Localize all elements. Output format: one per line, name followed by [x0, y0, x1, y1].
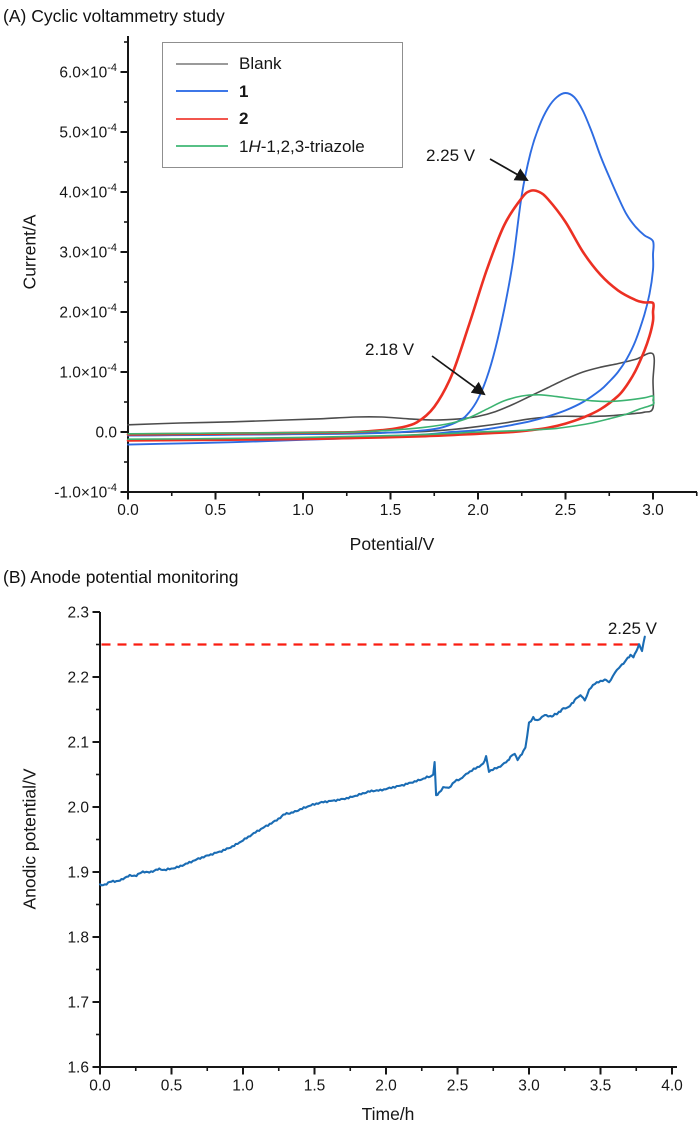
cv-x-axis-title: Potential/V — [349, 534, 435, 554]
anode-y-axis-title: Anodic potential/V — [19, 768, 40, 910]
legend-item-1: 1 — [176, 83, 394, 100]
anode-y-tick-label: 1.6 — [67, 1060, 89, 1077]
cv-annotation-1: 2.18 V — [365, 340, 486, 396]
cv-y-tick-label: 2.0×10-4 — [59, 302, 117, 322]
cv-x-tick-label: 1.0 — [292, 502, 314, 519]
cv-series-blank — [127, 352, 656, 437]
legend-item-blank: Blank — [176, 55, 394, 72]
cv-x-tick-label: 1.5 — [380, 502, 402, 519]
anode-x-tick-label: 1.0 — [232, 1078, 254, 1095]
legend-item-2: 2 — [176, 110, 394, 127]
legend-line-sample-triazole — [176, 145, 228, 148]
cv-x-tick-label: 0.5 — [205, 502, 227, 519]
cv-y-tick-label: 0.0 — [95, 425, 117, 442]
anode-potential-curve — [98, 635, 646, 887]
anode-x-tick-label: 2.0 — [375, 1078, 397, 1095]
cv-y-tick-label: 4.0×10-4 — [59, 182, 117, 202]
legend-item-triazole: 1H-1,2,3-triazole — [176, 138, 394, 155]
legend-line-sample-blank — [176, 62, 228, 65]
legend-line-sample-1 — [176, 90, 228, 93]
legend-label-1: 1 — [239, 81, 249, 101]
cv-y-tick-label: 1.0×10-4 — [59, 362, 117, 382]
cv-x-tick-label: 2.5 — [555, 502, 577, 519]
cv-y-tick-label: 3.0×10-4 — [59, 242, 117, 262]
anode-x-axis-ticks: 0.0 0.5 1.0 1.5 2.0 2.5 3.0 3.5 4.0 — [89, 1067, 683, 1095]
cv-legend: Blank 1 2 1H-1,2,3-triazole — [162, 42, 403, 168]
anode-chart: 1.6 1.7 1.8 1.9 2.0 2.1 2.2 2.3 0.0 0.5 1.0 1.5 2.0 2… — [67, 605, 683, 1095]
legend-line-sample-2 — [176, 117, 228, 120]
anode-x-tick-label: 1.5 — [304, 1078, 326, 1095]
cv-annotation-label: 2.25 V — [426, 146, 476, 165]
cv-chart: 6.0×10-4 5.0×10-4 4.0×10-4 3.0×10-4 2.0×10-4… — [54, 36, 698, 519]
anode-x-tick-label: 2.5 — [447, 1078, 469, 1095]
anode-y-tick-label: 2.3 — [67, 605, 89, 622]
anode-axes — [99, 612, 677, 1068]
cv-x-tick-label: 0.0 — [117, 502, 139, 519]
threshold-label: 2.25 V — [608, 619, 658, 638]
cv-x-tick-label: 3.0 — [642, 502, 664, 519]
anode-x-tick-label: 3.0 — [518, 1078, 540, 1095]
cv-series-1h-1-2-3-triazole — [127, 393, 655, 440]
anode-y-tick-label: 1.9 — [67, 865, 89, 882]
anode-x-axis-title: Time/h — [361, 1104, 415, 1124]
cv-annotation-label: 2.18 V — [365, 340, 415, 359]
cv-y-tick-label: 6.0×10-4 — [59, 62, 117, 82]
panel-b-title: (B) Anode potential monitoring — [3, 567, 239, 587]
cv-y-axis-title: Current/A — [19, 214, 40, 290]
cv-series-2 — [126, 189, 655, 442]
legend-label-blank: Blank — [239, 54, 282, 74]
anode-y-axis-ticks: 1.6 1.7 1.8 1.9 2.0 2.1 2.2 2.3 — [67, 605, 100, 1077]
cv-y-axis-ticks: 6.0×10-4 5.0×10-4 4.0×10-4 3.0×10-4 2.0×10-4… — [54, 41, 128, 502]
panel-a-title: (A) Cyclic voltammetry study — [3, 6, 225, 26]
anode-x-tick-label: 4.0 — [661, 1078, 683, 1095]
anode-x-tick-label: 3.5 — [590, 1078, 612, 1095]
anode-y-tick-label: 2.1 — [67, 735, 89, 752]
legend-label-triazole: 1H-1,2,3-triazole — [239, 136, 365, 156]
cv-y-tick-label: 5.0×10-4 — [59, 122, 117, 142]
cv-x-axis-ticks: 0.0 0.5 1.0 1.5 2.0 2.5 3.0 — [117, 492, 698, 519]
anode-y-tick-label: 1.8 — [67, 930, 89, 947]
legend-label-2: 2 — [239, 109, 249, 129]
anode-x-tick-label: 0.5 — [161, 1078, 183, 1095]
cv-y-tick-label: -1.0×10-4 — [54, 482, 117, 502]
anode-y-tick-label: 1.7 — [67, 995, 89, 1012]
anode-y-tick-label: 2.0 — [67, 800, 89, 817]
anode-x-tick-label: 0.0 — [89, 1078, 111, 1095]
cv-annotation-0: 2.25 V — [426, 146, 529, 182]
cv-series-1 — [127, 92, 655, 446]
anode-y-tick-label: 2.2 — [67, 670, 89, 687]
cv-x-tick-label: 2.0 — [467, 502, 489, 519]
